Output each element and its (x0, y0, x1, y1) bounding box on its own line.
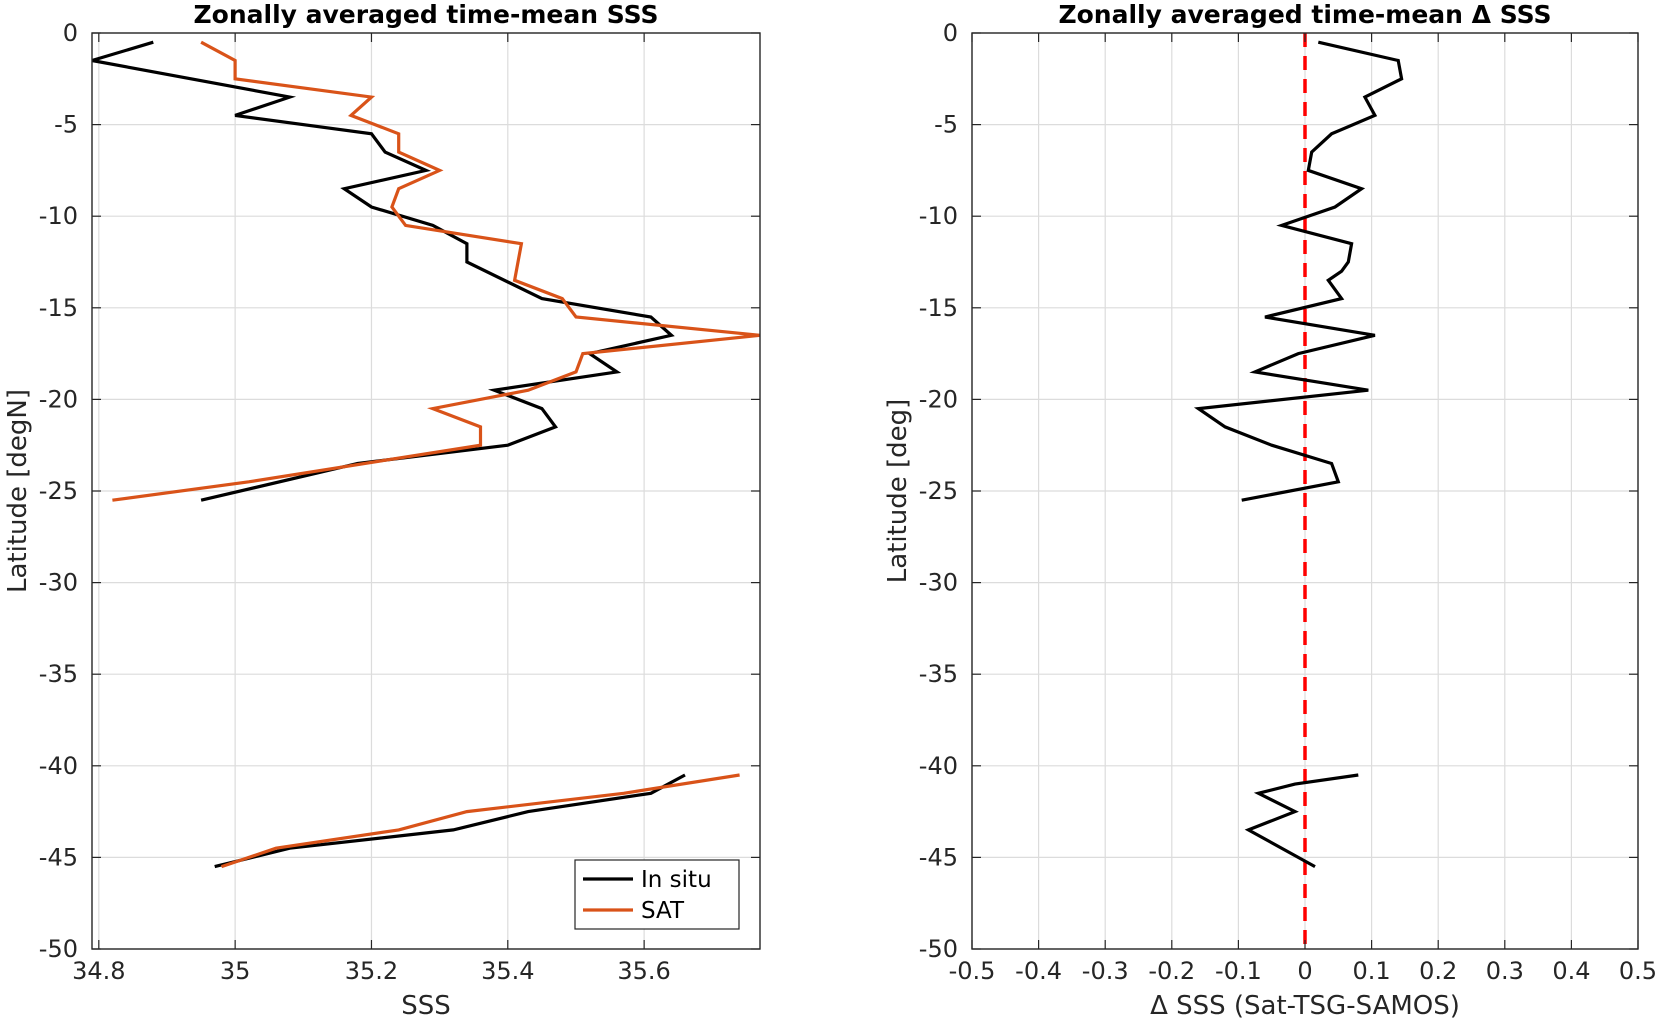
y-tick-label: -45 (919, 843, 958, 871)
axes-box (971, 32, 1639, 950)
x-tick-label: -0.3 (1082, 957, 1129, 985)
x-tick-label: 0.3 (1486, 957, 1524, 985)
y-axis-label: Latitude [degN] (3, 389, 33, 593)
x-tick-label: 0.1 (1353, 957, 1391, 985)
x-tick-label: -0.4 (1015, 957, 1062, 985)
y-tick-label: -30 (39, 569, 78, 597)
y-tick-label: -15 (39, 294, 78, 322)
series-line-0 (1193, 40, 1404, 502)
x-tick-label: -0.5 (949, 957, 996, 985)
x-tick-label: 35 (220, 957, 251, 985)
left-chart: 34.8 35 35.2 35.4 35.6 0 -5 -10 -15 -20 -25 -30 -35 -… (3, 0, 761, 1021)
y-tick-label: -40 (39, 752, 78, 780)
y-tick-label: -10 (39, 202, 78, 230)
y-tick-label: -5 (934, 111, 958, 139)
x-tick-label: 35.4 (481, 957, 534, 985)
chart-title: Zonally averaged time-mean SSS (194, 0, 659, 29)
x-tick-label: 0 (1297, 957, 1312, 985)
x-tick-label: 0.5 (1619, 957, 1657, 985)
y-tick-label: -5 (54, 111, 78, 139)
x-tick-label: -0.2 (1148, 957, 1195, 985)
y-tick-label: -20 (39, 385, 78, 413)
y-tick-label: 0 (63, 19, 78, 47)
y-tick-label: -15 (919, 294, 958, 322)
y-tick-label: -50 (919, 935, 958, 963)
y-tick-label: -45 (39, 843, 78, 871)
legend-label-1: SAT (641, 898, 685, 924)
legend-label-0: In situ (641, 867, 712, 893)
x-tick-label: 35.2 (345, 957, 398, 985)
x-tick-label: -0.1 (1215, 957, 1262, 985)
series-line-0 (1244, 773, 1359, 869)
y-tick-label: -25 (919, 477, 958, 505)
axes-box (91, 32, 761, 950)
y-tick-label: -50 (39, 935, 78, 963)
y-tick-label: -20 (919, 385, 958, 413)
x-tick-label: 34.8 (72, 957, 125, 985)
series-line-1 (112, 40, 761, 502)
x-tick-label: 0.2 (1419, 957, 1457, 985)
series-line-1 (220, 773, 740, 869)
y-tick-label: -10 (919, 202, 958, 230)
x-axis-label: SSS (401, 991, 451, 1021)
y-tick-label: -40 (919, 752, 958, 780)
y-tick-label: -25 (39, 477, 78, 505)
y-tick-label: 0 (943, 19, 958, 47)
y-tick-label: -35 (919, 660, 958, 688)
right-chart: -0.5 -0.4 -0.3 -0.2 -0.1 0 0.1 0.2 0.3 0.4 0.5 0 -5 -… (883, 0, 1657, 1021)
x-axis-label: Δ SSS (Sat-TSG-SAMOS) (1150, 991, 1460, 1021)
y-tick-label: -35 (39, 660, 78, 688)
y-tick-label: -30 (919, 569, 958, 597)
series-line-0 (91, 40, 675, 502)
series-line-0 (214, 773, 686, 869)
y-axis-label: Latitude [deg] (883, 399, 913, 584)
legend-box (574, 859, 740, 930)
chart-title: Zonally averaged time-mean Δ SSS (1059, 0, 1552, 29)
x-tick-label: 35.6 (617, 957, 670, 985)
x-tick-label: 0.4 (1552, 957, 1590, 985)
